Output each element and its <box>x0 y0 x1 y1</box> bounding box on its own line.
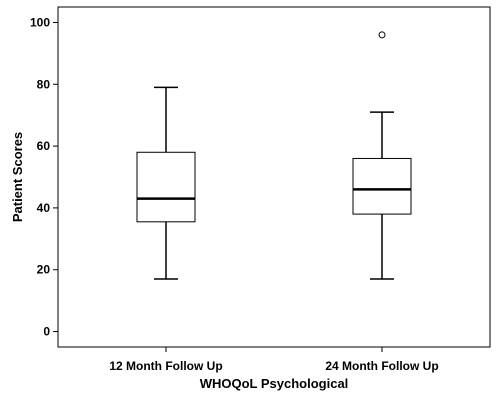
y-tick-label: 80 <box>37 77 51 91</box>
y-tick-label: 20 <box>37 263 51 277</box>
outlier-point <box>378 31 386 39</box>
plot-area <box>57 6 491 348</box>
iqr-box <box>352 157 412 215</box>
y-axis: 0 20 40 60 80 100 <box>30 15 58 339</box>
iqr-box <box>136 151 196 223</box>
y-tick-label: 60 <box>37 139 51 153</box>
y-tick-label: 40 <box>37 201 51 215</box>
x-axis: 12 Month Follow Up 24 Month Follow Up <box>109 347 439 373</box>
x-tick-label: 24 Month Follow Up <box>325 359 438 373</box>
box-2 <box>352 31 412 280</box>
x-tick-label: 12 Month Follow Up <box>109 359 222 373</box>
x-axis-title: WHOQoL Psychological <box>200 376 349 391</box>
y-axis-title: Patient Scores <box>10 132 25 222</box>
y-tick-label: 100 <box>30 15 50 29</box>
box-1 <box>136 86 196 280</box>
boxes <box>136 31 412 280</box>
y-tick-label: 0 <box>43 325 50 339</box>
